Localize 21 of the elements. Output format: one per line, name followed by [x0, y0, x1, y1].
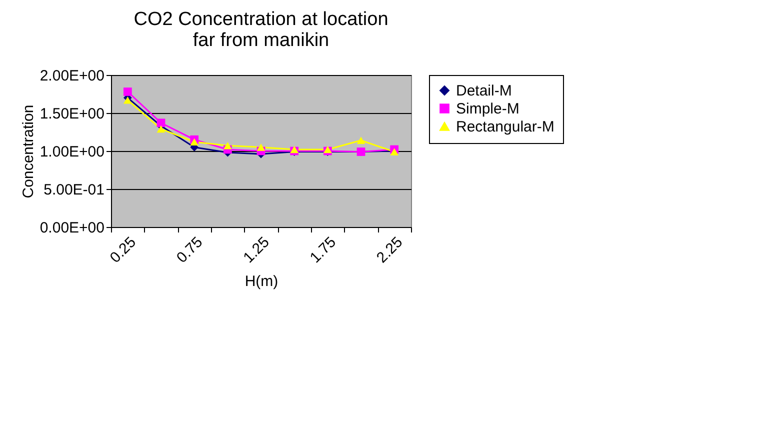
point — [223, 142, 232, 150]
point — [156, 118, 166, 128]
point — [356, 136, 366, 144]
legend-label: Simple-M — [456, 100, 520, 118]
chart-title: CO2 Concentration at location far from manikin — [134, 9, 388, 51]
y-tick-label: 2.00E+00 — [40, 68, 104, 84]
y-axis-title: Concentration — [20, 104, 37, 198]
point — [190, 138, 199, 146]
point — [123, 96, 132, 104]
y-tick-label: 5.00E-01 — [44, 182, 104, 198]
point — [123, 88, 132, 96]
y-tick-label: 1.00E+00 — [40, 144, 104, 160]
y-tick-label: 1.50E+00 — [40, 106, 104, 122]
x-axis-title: H(m) — [244, 272, 278, 290]
legend-label: Detail-M — [456, 82, 512, 100]
y-tick-label: 0.00E+00 — [40, 220, 104, 236]
point — [256, 144, 266, 151]
point — [156, 125, 166, 133]
x-tick-label: 0.25 — [106, 234, 140, 266]
legend-label: Rectangular-M — [456, 118, 554, 136]
x-tick-label: 0.75 — [173, 234, 206, 266]
